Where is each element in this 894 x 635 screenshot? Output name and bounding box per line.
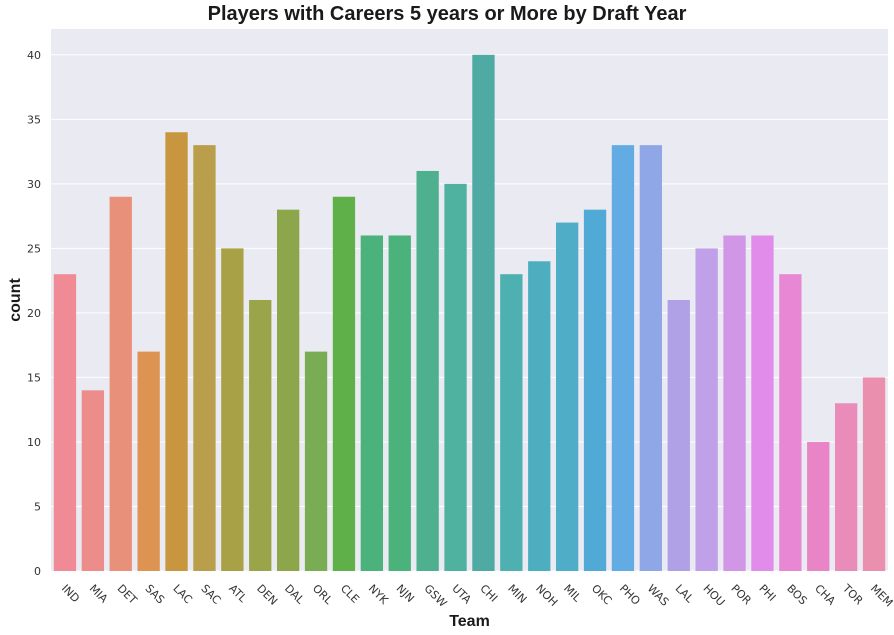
bar-cle: [332, 196, 356, 571]
y-tick-label: 5: [34, 500, 41, 513]
bar-min: [500, 274, 523, 571]
gridlines: [51, 54, 888, 572]
x-tick-label: MEM: [868, 582, 894, 610]
x-tick-label: DEN: [254, 582, 280, 608]
bar-pho: [611, 145, 635, 571]
x-tick-label: CLE: [338, 582, 362, 606]
x-tick-label: POR: [728, 582, 754, 608]
y-tick-label: 30: [27, 178, 41, 191]
bar-bos: [779, 274, 802, 571]
x-tick-label: OKC: [589, 582, 615, 608]
bar-nyk: [360, 235, 384, 571]
bar-por: [723, 235, 746, 571]
x-tick-label: LAL: [673, 582, 697, 606]
bar-lal: [667, 300, 690, 571]
x-tick-label: DET: [115, 582, 140, 607]
y-tick-label: 35: [27, 113, 41, 126]
bar-dal: [276, 209, 300, 571]
x-tick-label: HOU: [701, 582, 728, 609]
bar-mil: [555, 222, 579, 572]
x-tick-label: NYK: [366, 582, 391, 607]
y-tick-label: 25: [27, 242, 41, 255]
bar-uta: [444, 183, 467, 571]
x-axis-label: Team: [449, 613, 490, 630]
x-tick-label: DAL: [282, 582, 307, 607]
x-tick-label: IND: [59, 582, 82, 605]
bar-det: [109, 196, 132, 571]
bar-lac: [165, 132, 188, 571]
bar-was: [639, 145, 663, 571]
bar-atl: [221, 248, 244, 571]
bar-tor: [834, 403, 858, 571]
x-tick-label: BOS: [784, 582, 809, 607]
y-tick-label: 40: [27, 49, 41, 62]
bar-ind: [53, 274, 77, 571]
y-tick-label: 0: [34, 565, 41, 578]
bar-orl: [304, 351, 328, 571]
x-tick-label: WAS: [645, 582, 672, 609]
x-tick-label: NJN: [394, 582, 417, 605]
y-tick-label: 15: [27, 371, 41, 384]
x-tick-label: NOH: [533, 582, 560, 609]
x-tick-label: SAC: [198, 582, 223, 607]
bars: [53, 54, 886, 572]
bar-phi: [751, 235, 774, 571]
bar-mem: [862, 377, 886, 571]
x-tick-label: MIL: [561, 582, 584, 605]
x-tick-label: PHI: [756, 582, 778, 604]
x-tick-label: CHA: [812, 582, 838, 608]
x-tick-label: TOR: [839, 581, 865, 607]
bar-chi: [472, 54, 495, 572]
bar-mia: [81, 390, 105, 571]
y-axis-label: count: [7, 278, 24, 322]
bar-cha: [807, 441, 830, 571]
x-tick-label: GSW: [422, 582, 450, 610]
bar-den: [249, 300, 272, 571]
y-tick-labels: 0 5 10 15 20 25 30 35 40: [27, 49, 41, 578]
x-tick-label: SAS: [143, 582, 168, 607]
bar-noh: [528, 261, 551, 571]
bar-okc: [583, 209, 607, 571]
x-tick-label: PHO: [617, 582, 643, 608]
x-tick-label: UTA: [449, 582, 474, 607]
x-tick-label: LAC: [170, 582, 195, 607]
chart-title: Players with Careers 5 years or More by …: [207, 3, 687, 25]
x-tick-labels: IND MIA DET SAS LAC SAC ATL DEN DAL ORL CLE NYK NJN G…: [59, 581, 894, 610]
x-tick-label: CHI: [477, 582, 500, 605]
bar-hou: [695, 248, 718, 571]
bar-sac: [193, 145, 216, 571]
x-tick-label: ORL: [310, 582, 336, 608]
bar-njn: [388, 235, 411, 571]
x-tick-label: MIA: [87, 582, 111, 606]
x-tick-label: ATL: [226, 582, 250, 606]
y-tick-label: 10: [27, 436, 41, 449]
bar-gsw: [416, 170, 439, 571]
bar-sas: [137, 351, 160, 571]
x-tick-label: MIN: [505, 582, 529, 606]
y-tick-label: 20: [27, 307, 41, 320]
